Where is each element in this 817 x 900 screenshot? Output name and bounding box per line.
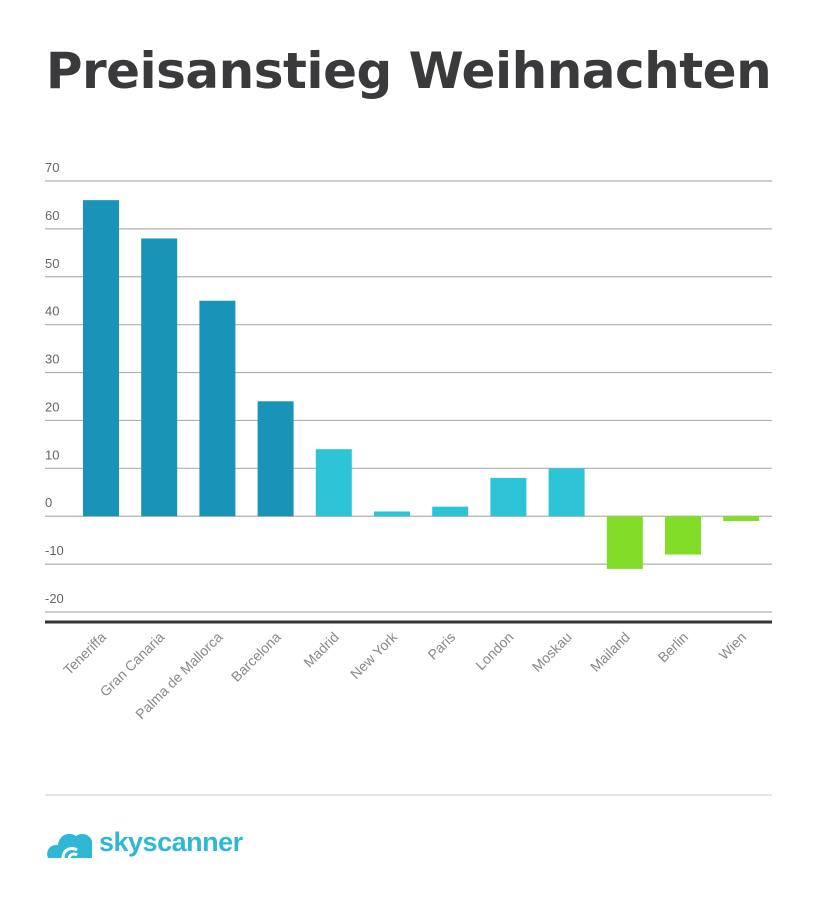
x-tick-label: London	[472, 629, 516, 673]
y-tick-label: -10	[45, 543, 64, 558]
x-tick-label: Berlin	[654, 629, 691, 666]
bar-barcelona	[257, 401, 294, 517]
y-tick-label: 40	[45, 304, 59, 319]
x-tick-label: Madrid	[300, 629, 342, 671]
y-tick-label: -20	[45, 591, 64, 606]
brand-name: skyscanner	[99, 826, 243, 857]
skyscanner-logo: skyscanner	[45, 822, 243, 862]
bar-mailand	[606, 516, 643, 569]
bar-london	[490, 477, 527, 517]
footer-divider	[45, 794, 772, 796]
y-tick-label: 70	[45, 160, 59, 175]
x-tick-label: Wien	[715, 629, 749, 663]
bar-new-york	[374, 511, 410, 517]
y-tick-label: 10	[45, 447, 59, 462]
bar-madrid	[315, 449, 352, 517]
bar-gran-canaria	[141, 238, 178, 517]
y-tick-label: 20	[45, 399, 59, 414]
bar-wien	[723, 516, 760, 522]
bar-paris	[432, 506, 469, 517]
bar-palma-de-mallorca	[199, 300, 236, 517]
x-tick-label: Paris	[424, 629, 458, 663]
x-tick-label: New York	[347, 628, 401, 682]
bar-berlin	[665, 516, 701, 555]
bar-teneriffa	[83, 200, 119, 517]
chart-title: Preisanstieg Weihnachten	[45, 42, 772, 100]
x-tick-label: Moskau	[529, 629, 575, 675]
bar-moskau	[548, 468, 585, 517]
y-tick-label: 0	[45, 495, 52, 510]
x-tick-label: Teneriffa	[60, 629, 109, 678]
cloud-logo-icon	[47, 833, 93, 859]
y-tick-label: 50	[45, 256, 59, 271]
x-tick-label: Barcelona	[228, 629, 284, 685]
y-tick-label: 60	[45, 208, 59, 223]
x-tick-label: Mailand	[587, 629, 633, 675]
y-tick-label: 30	[45, 352, 59, 367]
